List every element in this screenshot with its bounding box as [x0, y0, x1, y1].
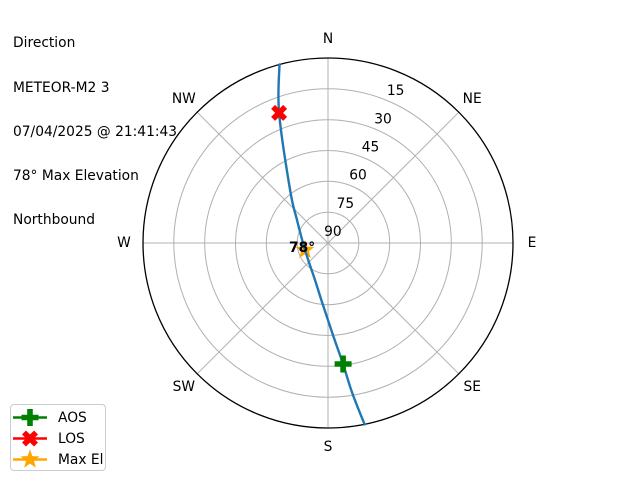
max-el-star-icon: [13, 449, 47, 468]
pass-direction-text: Northbound: [13, 211, 96, 228]
elevation-tick-label-90: 90: [324, 224, 342, 240]
compass-label-nw: NW: [172, 91, 196, 107]
elevation-tick-label-30: 30: [374, 111, 392, 127]
elevation-tick-label-45: 45: [362, 140, 380, 156]
satellite-name: METEOR-M2 3: [13, 79, 110, 96]
compass-label-se: SE: [463, 379, 480, 395]
legend-item-los: LOS: [11, 428, 105, 449]
legend-item-aos: AOS: [11, 407, 105, 428]
max-el-annotation: 78°: [289, 240, 315, 256]
legend-label-maxel: Max El: [58, 451, 104, 468]
chart-title: Direction: [13, 35, 76, 52]
compass-label-s: S: [324, 439, 333, 455]
compass-label-sw: SW: [173, 379, 196, 395]
legend-label-aos: AOS: [58, 409, 87, 426]
legend: AOS LOS Max El: [10, 404, 106, 471]
pass-timestamp: 07/04/2025 @ 21:41:43: [13, 123, 178, 140]
los-marker: [271, 104, 288, 121]
horizon-circle: [142, 57, 514, 429]
azimuth-spoke-ne: [327, 111, 460, 244]
compass-label-n: N: [323, 31, 333, 47]
max-elevation-text: 78° Max Elevation: [13, 167, 139, 184]
aos-marker: [334, 355, 352, 373]
legend-marker-max-el: [20, 449, 40, 468]
los-x-icon: [13, 430, 47, 447]
legend-label-los: LOS: [58, 430, 85, 447]
legend-marker-los: [22, 430, 38, 447]
azimuth-spoke-sw: [196, 242, 329, 375]
azimuth-spoke-se: [327, 242, 460, 375]
elevation-tick-label-60: 60: [349, 168, 367, 184]
pass-info-header: Direction METEOR-M2 3 07/04/2025 @ 21:41…: [13, 7, 177, 257]
elevation-tick-label-15: 15: [387, 83, 405, 99]
legend-marker-aos: [21, 409, 39, 426]
elevation-tick-label-75: 75: [337, 196, 355, 212]
compass-label-w: W: [117, 235, 131, 251]
legend-item-maxel: Max El: [11, 449, 105, 470]
aos-plus-icon: [13, 409, 47, 426]
compass-label-e: E: [528, 235, 537, 251]
azimuth-spoke-nw: [196, 111, 329, 244]
compass-label-ne: NE: [463, 91, 482, 107]
